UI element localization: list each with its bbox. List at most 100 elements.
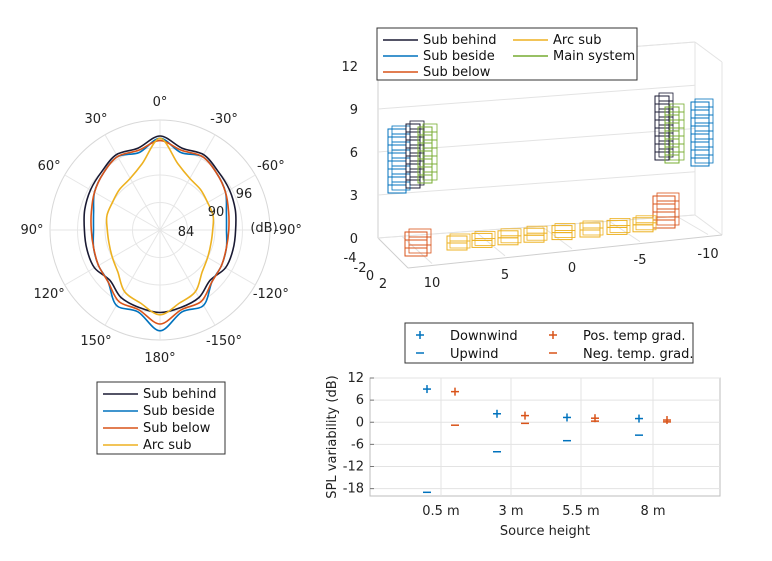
y-tick: 0 [366, 269, 374, 284]
sub-beside-left-box [387, 128, 407, 138]
polar-spoke [159, 229, 216, 326]
z-tick: 3 [350, 189, 358, 204]
scatter-legend-label-neg-temp-grad: Neg. temp. grad. [583, 347, 693, 362]
sub-behind-right-box-back [658, 108, 674, 118]
main-system-right-box-back [669, 103, 685, 113]
arc-sub-3-box [497, 230, 519, 239]
scatter-y-tick-label: 12 [347, 371, 364, 386]
scatter-grid [369, 377, 721, 497]
z-tick: 6 [350, 146, 358, 161]
sub-beside-right-box-back [694, 122, 714, 132]
sub-beside-right-box [690, 101, 710, 111]
point-downwind [563, 413, 571, 422]
3d-speaker-arrays [387, 92, 714, 257]
scatter-legend: Downwind Upwind Pos. temp grad. Neg. temp. … [404, 322, 694, 364]
sub-beside-left-box [387, 168, 407, 178]
polar-angle-label: 90° [20, 223, 43, 238]
polar-spoke [104, 229, 161, 326]
z-gridline [377, 84, 696, 110]
sub-behind-right-box [654, 143, 670, 153]
sub-beside-right-box [690, 149, 710, 159]
scatter-y-label: SPL variability (dB) [325, 375, 340, 498]
x-tick: 5 [501, 268, 509, 283]
polar-line-arc-sub [105, 137, 215, 316]
polar-angle-label: 150° [80, 334, 111, 349]
polar-r-labels: 84 90 96 [178, 187, 253, 240]
sub-behind-right-box-back [658, 148, 674, 158]
legend3d-label-sub-beside: Sub beside [423, 49, 495, 64]
box-edge [694, 41, 723, 63]
scatter-y-tick-label: -12 [343, 460, 364, 475]
sub-behind-right-box [654, 151, 670, 161]
arc-sub-4-box-back [526, 225, 548, 234]
sub-beside-left-box [387, 160, 407, 170]
x-tick: 10 [424, 276, 441, 291]
sub-below-right-box-back [656, 200, 680, 210]
x-tick: -5 [634, 253, 647, 268]
arc-sub-5-box [551, 225, 573, 234]
main-system-right-box-back [669, 135, 685, 145]
sub-below-left [404, 228, 432, 257]
scatter-legend-marker-pos-temp-grad [549, 331, 557, 339]
arc-sub-4-box [523, 227, 545, 236]
main-system-left-box [417, 126, 433, 136]
polar-r-tick: 90 [208, 205, 225, 220]
point-pos-temp-grad [663, 416, 671, 425]
sub-behind-left-box-back [409, 160, 425, 170]
sub-behind-left-box-back [409, 120, 425, 130]
scatter-y-tick-label: 0 [356, 415, 364, 430]
polar-chart: 0° -30° -60° -90° -120° -150° 180° 150° 120° 90° 6… [20, 95, 301, 366]
z-tick: 0 [350, 232, 358, 247]
scatter-x-tick-label: 3 m [498, 504, 523, 519]
scatter-legend-marker-downwind [416, 331, 424, 339]
arc-sub-7-box-back [609, 217, 631, 226]
sub-beside-left-box [387, 136, 407, 146]
main-system-right-box [664, 138, 680, 148]
sub-below-right-box-back [656, 192, 680, 202]
sub-beside-right-box-back [694, 146, 714, 156]
polar-line-sub-below [90, 139, 230, 325]
polar-spoke [159, 134, 216, 231]
sub-beside-left-box-back [391, 125, 411, 135]
sub-beside-left-box [387, 176, 407, 186]
sub-beside-right-box-back [694, 138, 714, 148]
sub-beside-right [690, 98, 714, 167]
sub-behind-left-box-back [409, 168, 425, 178]
x-tick: 0 [568, 261, 576, 276]
scatter-x-tick-label: 5.5 m [562, 504, 599, 519]
sub-below-left-box [404, 239, 428, 249]
scatter-x-tick-label: 8 m [640, 504, 665, 519]
polar-angle-label: -120° [253, 287, 289, 302]
polar-angle-label: 60° [38, 159, 61, 174]
legend3d-label-arc-sub: Arc sub [553, 33, 602, 48]
main-system-right-box-back [669, 111, 685, 121]
main-system-left-box-back [422, 131, 438, 141]
polar-r-tick: 84 [178, 225, 195, 240]
sub-beside-left-box [387, 184, 407, 194]
polar-series [83, 135, 237, 332]
sub-below-right-box [652, 195, 676, 205]
main-system-left-box-back [422, 163, 438, 173]
sub-behind-left-box-back [409, 176, 425, 186]
sub-below-right [652, 192, 680, 229]
sub-below-left-box [404, 231, 428, 241]
arc-sub-5-box-back [554, 223, 576, 232]
polar-angle-label: 0° [153, 95, 168, 110]
sub-beside-right-box-back [694, 106, 714, 116]
sub-behind-left-box-back [409, 128, 425, 138]
polar-angle-labels: 0° -30° -60° -90° -120° -150° 180° 150° 120° 90° 6… [20, 95, 301, 366]
polar-r-unit: (dB) [250, 221, 277, 236]
sub-behind-left [405, 120, 425, 189]
arc-sub-3-box-back [500, 228, 522, 237]
polar-angle-label: 180° [144, 351, 175, 366]
arc-sub-7-box [606, 219, 628, 228]
z-gridline [377, 171, 696, 196]
arc-sub-4 [523, 225, 548, 243]
main-system-left [417, 123, 438, 184]
main-system-right-box [664, 146, 680, 156]
main-system-right-box [664, 106, 680, 116]
sub-behind-right-box [654, 135, 670, 145]
sub-beside-left-box-back [391, 165, 411, 175]
